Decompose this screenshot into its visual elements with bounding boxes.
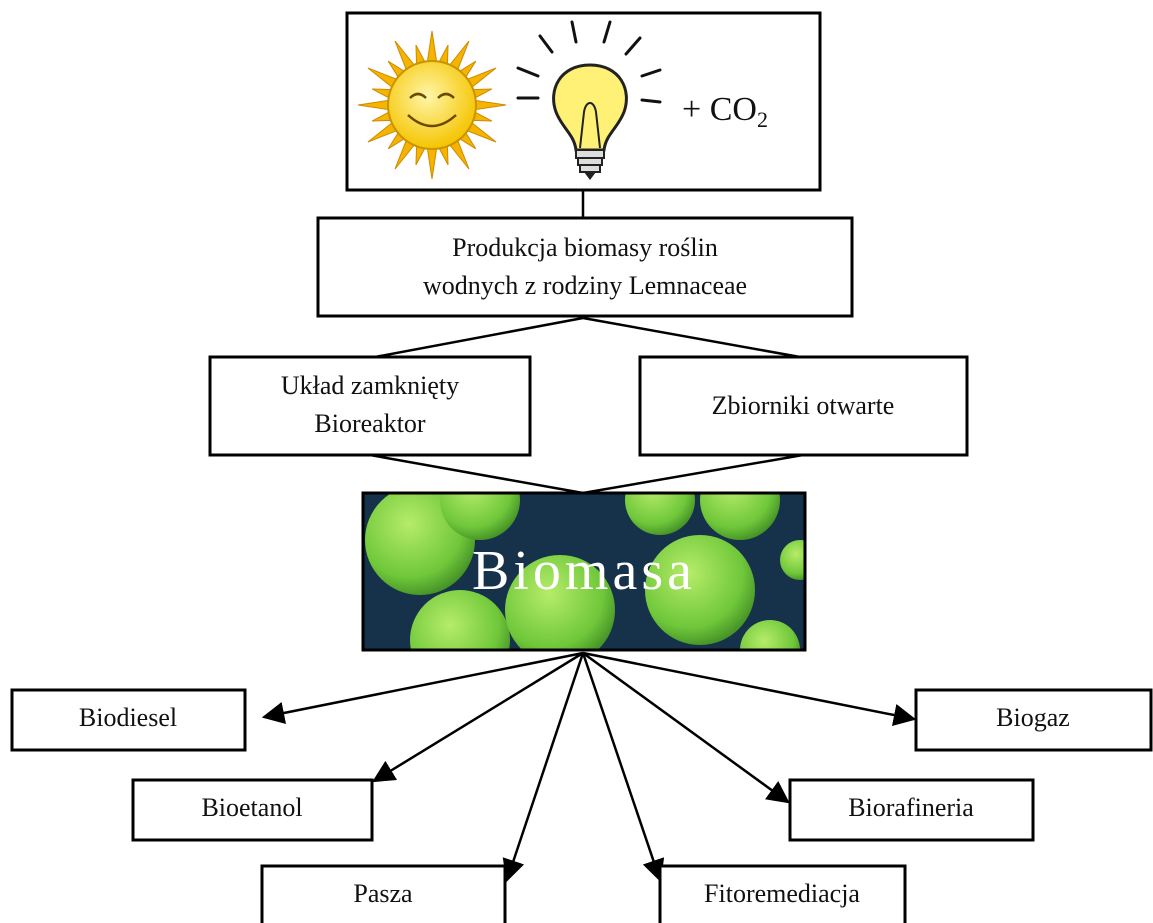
arrows <box>264 653 914 880</box>
production-label: wodnych z rodziny Lemnaceae <box>423 271 747 300</box>
co2-subscript: 2 <box>757 107 768 132</box>
system-label: Zbiorniki otwarte <box>712 391 895 420</box>
arrow <box>583 653 660 880</box>
system-label: Układ zamknięty <box>281 371 459 400</box>
diagram: + CO2 Produkcja biomasy roślin wodnych z… <box>0 0 1153 923</box>
connector <box>370 455 583 493</box>
output-label: Biorafineria <box>848 793 974 822</box>
system-label: Bioreaktor <box>314 409 426 438</box>
connector <box>583 455 803 493</box>
output-label: Fitoremediacja <box>704 879 860 908</box>
production-label: Produkcja biomasy roślin <box>452 233 718 262</box>
output-label: Biodiesel <box>79 703 177 732</box>
output-label: Pasza <box>353 879 413 908</box>
biomass-label: Biomasa <box>472 540 696 602</box>
co2-label: + CO2 <box>682 91 768 132</box>
arrow <box>583 653 788 802</box>
sun-part <box>388 61 476 149</box>
connector <box>583 318 800 357</box>
arrow <box>507 653 583 880</box>
connector <box>375 318 583 357</box>
arrow <box>583 653 914 719</box>
arrow <box>264 653 583 717</box>
arrow <box>374 653 583 781</box>
output-label: Bioetanol <box>201 793 302 822</box>
output-label: Biogaz <box>996 703 1070 732</box>
co2-text: + CO <box>682 91 757 128</box>
